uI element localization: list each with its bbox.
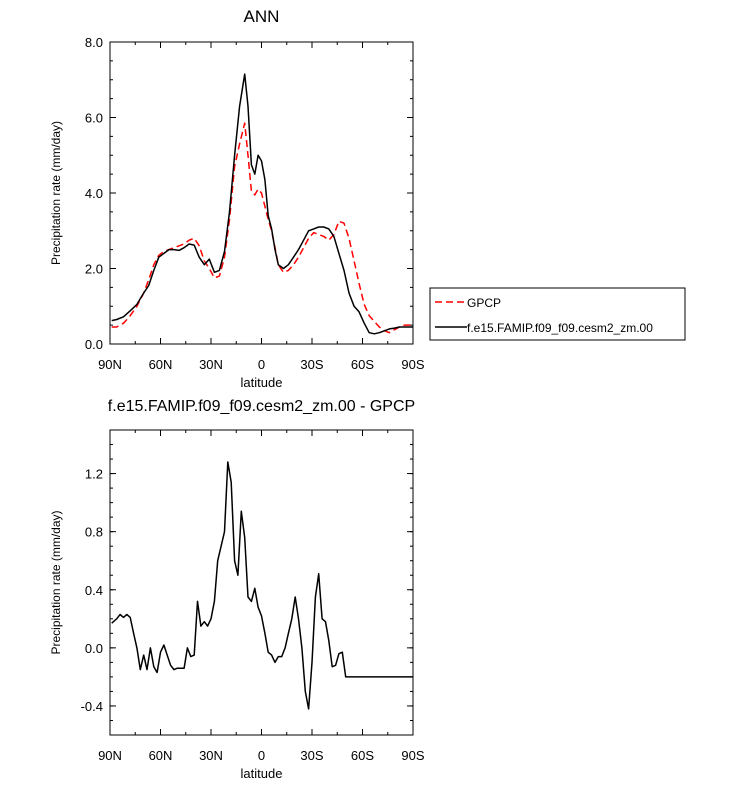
x-tick-label: 90N [98,357,122,372]
chart-title: f.e15.FAMIP.f09_f09.cesm2_zm.00 - GPCP [108,398,415,415]
y-tick-label: 0.0 [85,337,103,352]
y-tick-label: 8.0 [85,35,103,50]
y-tick-label: 1.2 [85,467,103,482]
legend: GPCP f.e15.FAMIP.f09_f09.cesm2_zm.00 [429,287,686,341]
y-tick-label: 6.0 [85,111,103,126]
x-axis-label: latitude [241,766,283,781]
y-tick-label: 0.8 [85,525,103,540]
x-tick-label: 60N [149,357,173,372]
y-tick-label: 0.0 [85,641,103,656]
y-tick-label: 0.4 [85,583,103,598]
x-tick-label: 30S [300,357,323,372]
x-tick-label: 0 [258,357,265,372]
y-tick-label: 4.0 [85,186,103,201]
x-tick-label: 90S [401,748,424,763]
x-tick-label: 60N [149,748,173,763]
series-line-gpcp [111,122,413,334]
y-tick-label: 2.0 [85,262,103,277]
x-tick-label: 60S [351,748,374,763]
x-tick-label: 0 [258,748,265,763]
x-tick-label: 90N [98,748,122,763]
y-axis-label: Precipitation rate (mm/day) [49,510,63,654]
chart-title: ANN [244,7,280,26]
x-axis-label: latitude [241,375,283,390]
x-tick-label: 30S [300,748,323,763]
y-tick-label: -0.4 [81,699,103,714]
legend-label: f.e15.FAMIP.f09_f09.cesm2_zm.00 [467,321,653,335]
x-tick-label: 30N [199,748,223,763]
series-line-f-e15-famip-f09-f09-cesm2-zm-00 [111,73,413,335]
x-tick-label: 30N [199,357,223,372]
y-axis-label: Precipitation rate (mm/day) [49,121,63,265]
x-tick-label: 90S [401,357,424,372]
legend-label: GPCP [467,296,501,310]
x-tick-label: 60S [351,357,374,372]
legend-box [429,287,686,341]
plot-frame [109,429,414,736]
series-line-f-e15-famip-f09-f09-cesm2-zm-00-gpcp [111,461,413,710]
bottom-panel-difference: f.e15.FAMIP.f09_f09.cesm2_zm.00 - GPCP 90… [49,398,425,781]
top-panel-ann: ANN 90N 60N 30N 0 30S 60S 90S 0.0 2.0 4.0 6.0 8.0 lat… [49,7,425,390]
